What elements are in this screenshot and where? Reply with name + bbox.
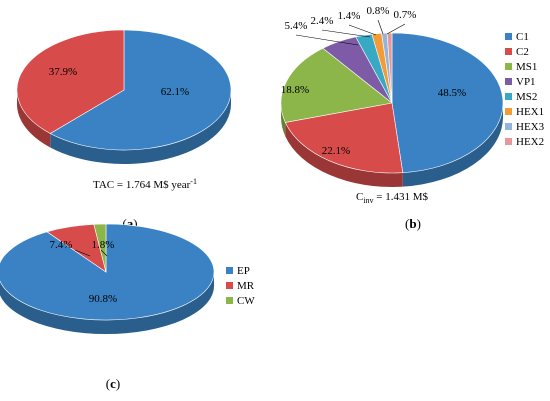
legend-b: C1 C2 MS1 VP1 MS2 HEX1 HEX3 HEX2 xyxy=(505,31,545,148)
legend-swatch-cw xyxy=(226,297,233,304)
legend-label-ms1: MS1 xyxy=(516,61,537,73)
pie-slice-a-anncapex xyxy=(49,29,232,151)
data-label-b-vp1: 5.4% xyxy=(285,20,308,32)
legend-label-hex1: HEX1 xyxy=(516,106,544,118)
leader-line-hex3 xyxy=(377,19,384,35)
legend-swatch-hex1 xyxy=(505,108,512,115)
pie-slice-b-ms1 xyxy=(280,47,393,123)
pie-slice-b-hex2 xyxy=(386,32,393,104)
legend-swatch-mr xyxy=(226,282,233,289)
pie-chart-c: 90.8% 7.4% 1.8% xyxy=(0,223,215,334)
legend-swatch-ms1 xyxy=(505,63,512,70)
legend-label-cw: CW xyxy=(237,295,255,307)
leader-line-hex1 xyxy=(348,24,377,36)
pie-side-c-0 xyxy=(0,272,214,334)
pie-side-b-0 xyxy=(402,103,503,187)
data-label-b-hex1: 1.4% xyxy=(338,10,361,22)
legend-label-ep: EP xyxy=(237,265,250,277)
pie-side-b-2 xyxy=(281,103,286,137)
data-label-a-opex: 37.9% xyxy=(49,66,77,78)
leader-line-cw xyxy=(100,249,108,257)
data-label-b-ms1: 18.8% xyxy=(281,84,309,96)
legend-label-c1: C1 xyxy=(516,31,529,43)
legend-swatch-c2 xyxy=(505,48,512,55)
legend-swatch-c1 xyxy=(505,33,512,40)
data-label-a-anncapex: 62.1% xyxy=(161,86,189,98)
pie-chart-a: 62.1% 37.9% xyxy=(16,29,232,164)
caption-b: Cinv = 1.431 M$ xyxy=(356,191,429,205)
legend-c: EP MR CW xyxy=(226,265,255,307)
pie-slice-b-c1 xyxy=(391,32,504,173)
pie-side-a-1 xyxy=(17,90,51,148)
legend-label-hex2: HEX2 xyxy=(516,136,544,148)
legend-label-mr: MR xyxy=(237,280,255,292)
data-label-c-cw: 1.8% xyxy=(92,239,115,251)
pie-slice-c-cw xyxy=(93,223,107,273)
legend-label-hex3: HEX3 xyxy=(516,121,545,133)
legend-swatch-hex2 xyxy=(505,138,512,145)
legend-label-vp1: VP1 xyxy=(516,76,536,88)
pie-side-b-1 xyxy=(285,122,403,187)
legend-swatch-vp1 xyxy=(505,78,512,85)
data-label-b-hex2: 0.7% xyxy=(394,9,417,21)
data-label-b-c2: 22.1% xyxy=(322,145,350,157)
pie-slice-a-opex xyxy=(16,29,125,134)
pie-chart-b: 48.5% 22.1% 18.8% 5.4% 2.4% 1.4% 0.8% 0.7% xyxy=(280,5,504,187)
data-label-b-hex3: 0.8% xyxy=(367,5,390,17)
legend-swatch-ms2 xyxy=(505,93,512,100)
legend-swatch-hex3 xyxy=(505,123,512,130)
pie-slice-c-ep xyxy=(0,223,215,321)
data-label-b-c1: 48.5% xyxy=(438,87,466,99)
data-label-b-ms2: 2.4% xyxy=(311,15,334,27)
panel-label-c: (c) xyxy=(106,376,120,391)
caption-a: TAC = 1.764 M$ year-1 xyxy=(93,177,197,191)
data-label-c-ep: 90.8% xyxy=(89,293,117,305)
leader-line-hex2 xyxy=(386,23,406,35)
legend-label-ms2: MS2 xyxy=(516,91,537,103)
leader-line-ms2 xyxy=(321,29,371,38)
leader-line-mr xyxy=(74,249,91,257)
pie-side-a-0 xyxy=(50,90,231,164)
pie-slice-b-c2 xyxy=(284,102,404,174)
legend-label-c2: C2 xyxy=(516,46,529,58)
leader-line-vp1 xyxy=(295,34,359,46)
panel-label-b: (b) xyxy=(405,216,421,231)
data-label-c-mr: 7.4% xyxy=(50,239,73,251)
legend-swatch-ep xyxy=(226,267,233,274)
